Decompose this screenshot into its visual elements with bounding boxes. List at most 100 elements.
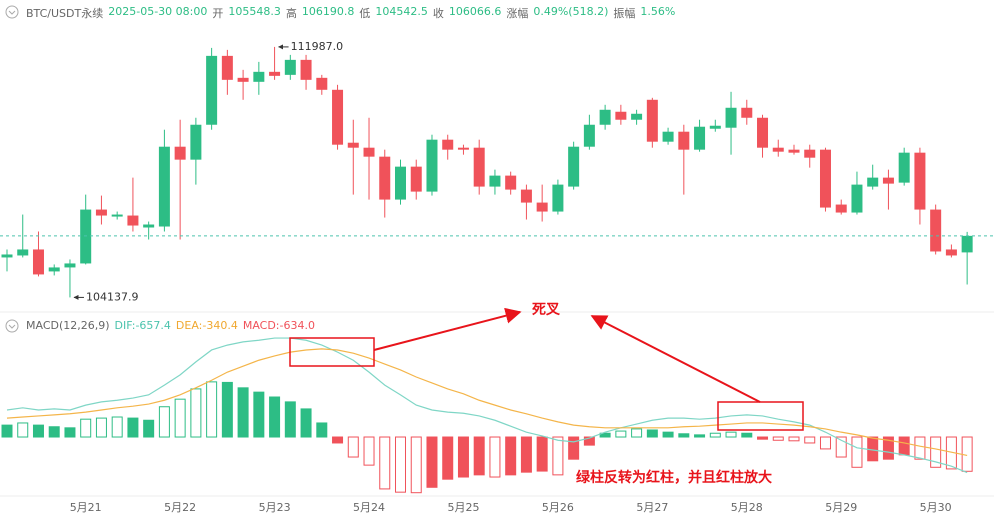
- time: 2025-05-30 08:00: [108, 5, 208, 18]
- macd-bar: [17, 422, 29, 438]
- annotation: 死叉: [531, 302, 561, 318]
- x-tick-label: 5月29: [825, 501, 857, 514]
- label: 高: [285, 7, 297, 20]
- candle-body: [174, 146, 186, 160]
- label: 涨幅: [506, 7, 529, 20]
- macd-bar: [332, 436, 344, 444]
- min-label: 104137.9: [86, 290, 138, 303]
- candle-body: [127, 215, 139, 226]
- candle-body: [930, 209, 942, 252]
- macd-bar: [190, 388, 202, 438]
- macd-bar: [568, 436, 580, 460]
- macd-bar: [583, 436, 595, 446]
- macd-bar: [1, 424, 13, 438]
- candle-body: [363, 147, 375, 157]
- x-tick-label: 5月30: [920, 501, 952, 514]
- macd-bar: [615, 430, 627, 438]
- macd-bar: [284, 401, 296, 438]
- candle-body: [851, 184, 863, 213]
- marks: 5月21 5月22 5月23 5月24 5月25 5月26 5月27 5月28 5月29 5月30…: [0, 40, 994, 514]
- macd-bar: [174, 398, 186, 438]
- dif-label: DIF:-657.4: [114, 319, 171, 332]
- candle-body: [505, 175, 517, 190]
- macd-bar: [442, 436, 454, 480]
- candle-body: [237, 77, 249, 82]
- highlight-box: [717, 401, 804, 431]
- candle-body: [804, 149, 816, 158]
- icon[interactable]: [5, 5, 19, 19]
- value: 106190.8: [301, 5, 355, 18]
- candle-body: [741, 107, 753, 118]
- candle-body: [599, 109, 611, 125]
- candle-body: [819, 149, 831, 208]
- macd-bar: [80, 418, 92, 438]
- macd-bar: [662, 431, 674, 438]
- candle-body: [961, 235, 973, 253]
- candle-body: [709, 125, 721, 129]
- macd-bar: [269, 396, 281, 438]
- candle-body: [300, 59, 312, 80]
- macd-bar: [32, 424, 44, 438]
- macd-bar: [457, 436, 469, 478]
- value: 105548.3: [228, 5, 281, 18]
- candle-body: [678, 131, 690, 150]
- macd-bar: [599, 432, 611, 438]
- candle-body: [568, 146, 580, 187]
- macd-bar: [898, 436, 910, 456]
- label: 收: [432, 7, 444, 20]
- candle-body: [64, 263, 76, 268]
- x-tick-label: 5月25: [447, 501, 479, 514]
- x-tick-label: 5月27: [636, 501, 668, 514]
- macd-bar: [300, 408, 312, 438]
- icon: [8, 324, 16, 329]
- macd-bar: [505, 436, 517, 476]
- value: 106066.6: [448, 5, 502, 18]
- macd-bar: [347, 436, 359, 458]
- macd-bar: [410, 436, 422, 494]
- candle-body: [725, 107, 737, 128]
- macd-bar: MACD(12,26,9) DIF:-657.4 DEA:-340.4 MACD…: [26, 319, 315, 332]
- macd-bar: [678, 433, 690, 438]
- label: 开: [212, 7, 224, 20]
- candle-body: [158, 146, 170, 227]
- macd-bar: [709, 432, 721, 438]
- macd-bar: [316, 422, 328, 438]
- dea-line: [6, 348, 968, 457]
- candle-body: [631, 113, 643, 120]
- macd-bar: [930, 436, 942, 468]
- x-tick-label: 5月24: [353, 501, 385, 514]
- dif-line: [6, 337, 968, 474]
- macd-bar: [882, 436, 894, 460]
- macd-bar: [851, 436, 863, 468]
- highlight-box: [289, 337, 375, 367]
- candle-body: [442, 139, 454, 150]
- candle-body: [520, 189, 532, 203]
- x-tick-label: 5月22: [164, 501, 196, 514]
- label: 振幅: [613, 7, 636, 20]
- candle-body: [395, 166, 406, 200]
- macd-bar: [206, 381, 218, 438]
- candle-body: [48, 267, 60, 272]
- macd-bar: [221, 381, 233, 438]
- candle-body: [772, 147, 784, 152]
- macd-bar: [631, 428, 643, 438]
- candle-body: [615, 111, 627, 120]
- candle-body: [583, 124, 595, 147]
- candle-body: [316, 77, 328, 90]
- macd-bar: [237, 387, 249, 438]
- macd-bar: [914, 436, 926, 460]
- candle-body: [552, 184, 564, 212]
- candle-body: [426, 139, 438, 192]
- value: 1.56%: [640, 5, 676, 18]
- macd-bar: [694, 434, 706, 438]
- macd-bar: [804, 436, 816, 444]
- candle-body: [269, 71, 281, 76]
- icon[interactable]: [5, 319, 19, 333]
- candle-body: [457, 147, 469, 150]
- candle-body: [914, 152, 926, 210]
- candle-body: [190, 124, 202, 160]
- candle-body: [898, 152, 910, 183]
- macd-bar: [536, 436, 548, 472]
